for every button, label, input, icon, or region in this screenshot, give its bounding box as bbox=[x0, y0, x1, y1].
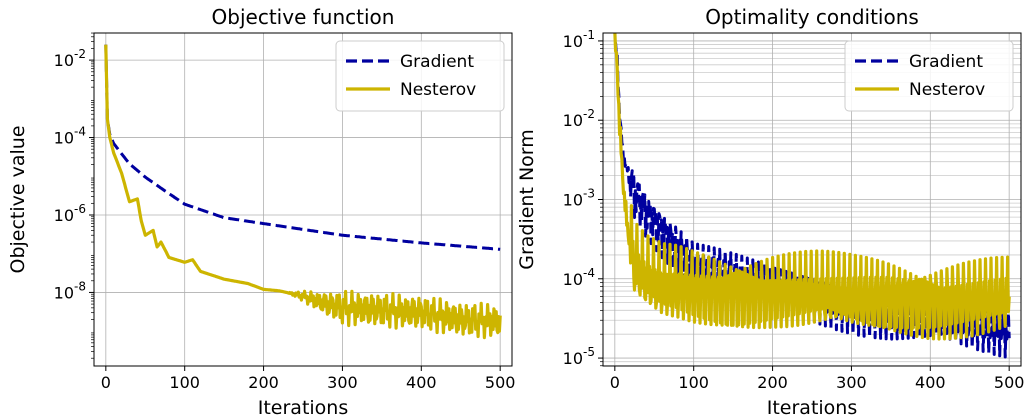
y-axis-label: Objective value bbox=[7, 125, 29, 273]
x-tick-label: 300 bbox=[327, 373, 358, 392]
x-tick-label: 100 bbox=[169, 373, 200, 392]
chart-panel-2: 0 100 200 300 400 500 10-5 10-4 10-3 10-2 10-1 Opti… bbox=[516, 5, 1024, 419]
x-axis-label: Iterations bbox=[258, 397, 349, 419]
legend-label-gradient: Gradient bbox=[909, 52, 983, 72]
x-tick-label: 400 bbox=[406, 373, 437, 392]
series-line-nesterov bbox=[613, 33, 1011, 341]
x-tick-label: 200 bbox=[248, 373, 279, 392]
y-tick-label: 10-4 bbox=[54, 125, 86, 148]
legend-box bbox=[844, 40, 1014, 112]
y-axis-label: Gradient Norm bbox=[516, 129, 538, 270]
legend: Gradient Nesterov bbox=[335, 40, 505, 112]
legend: Gradient Nesterov bbox=[844, 40, 1014, 112]
x-tick-label: 0 bbox=[610, 373, 620, 392]
x-tick-label: 0 bbox=[101, 373, 111, 392]
series-line-gradient bbox=[104, 44, 501, 251]
y-tick-label: 10-2 bbox=[563, 107, 595, 130]
chart-title: Objective function bbox=[212, 5, 395, 29]
x-tick-label: 200 bbox=[757, 373, 788, 392]
x-tick-label: 500 bbox=[485, 373, 516, 392]
plot-frame bbox=[93, 32, 513, 367]
y-tick-label: 10-6 bbox=[54, 202, 86, 225]
series-line-nesterov bbox=[104, 44, 502, 340]
x-tick-label: 100 bbox=[678, 373, 709, 392]
x-tick-label: 300 bbox=[836, 373, 867, 392]
y-tick-label: 10-3 bbox=[563, 187, 595, 210]
y-tick-label: 10-8 bbox=[54, 279, 86, 302]
x-axis-label: Iterations bbox=[767, 397, 858, 419]
y-tick-label: 10-4 bbox=[563, 266, 595, 289]
x-tick-label: 500 bbox=[994, 373, 1025, 392]
legend-label-gradient: Gradient bbox=[400, 52, 474, 72]
y-tick-label: 10-1 bbox=[563, 28, 595, 51]
y-tick-label: 10-2 bbox=[54, 47, 86, 70]
legend-label-nesterov: Nesterov bbox=[909, 80, 985, 100]
series-group bbox=[104, 44, 502, 340]
x-tick-label: 400 bbox=[915, 373, 946, 392]
series-group bbox=[613, 33, 1011, 359]
chart-panel-1: 0 100 200 300 400 500 10-8 10-6 10-4 10-2 Objectiv… bbox=[7, 5, 515, 419]
chart-title: Optimality conditions bbox=[705, 5, 919, 29]
legend-label-nesterov: Nesterov bbox=[400, 80, 476, 100]
y-tick-label: 10-5 bbox=[563, 345, 595, 368]
legend-box bbox=[335, 40, 505, 112]
